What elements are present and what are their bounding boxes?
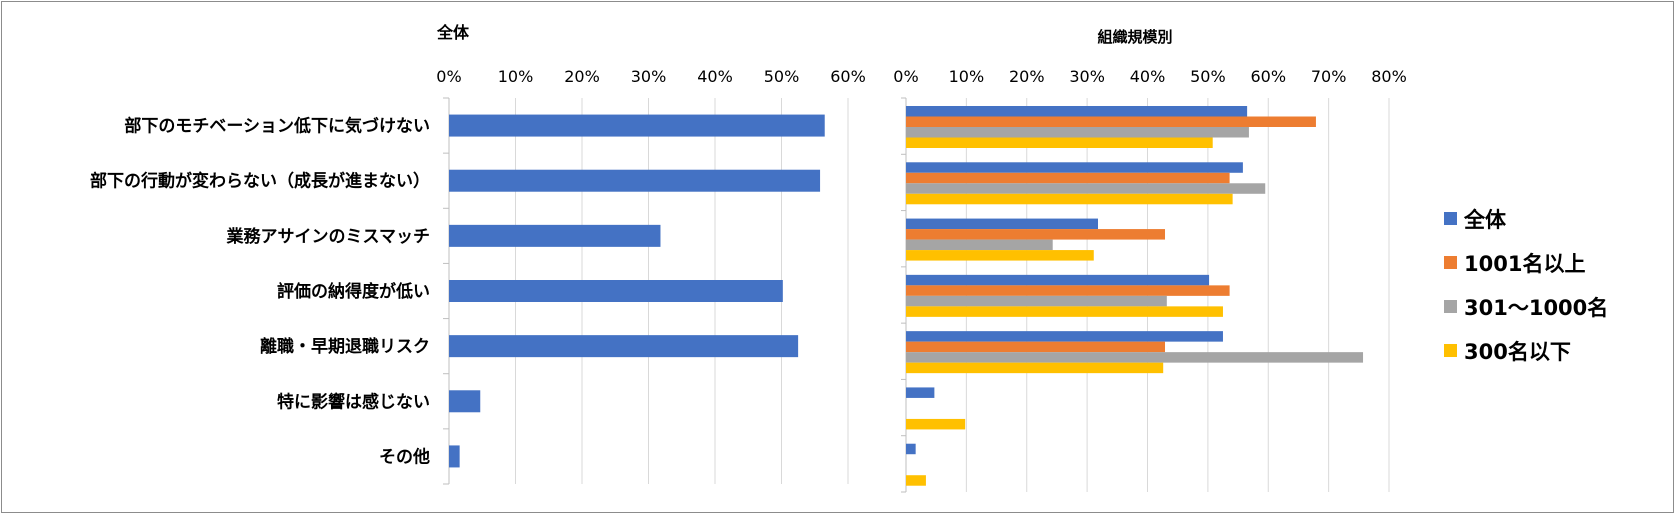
bar-small	[906, 250, 1094, 261]
overall-chart-title: 全体	[436, 23, 470, 42]
x-tick-label: 80%	[1371, 67, 1407, 86]
legend-swatch	[1444, 300, 1457, 313]
category-label: 離職・早期退職リスク	[260, 336, 430, 357]
bar-medium	[906, 183, 1266, 194]
bar-overall	[449, 335, 799, 358]
by-size-x-tick-labels: 0% 10% 20% 30% 40% 50% 60% 70% 80%	[893, 67, 1406, 86]
by-size-chart: 組織規模別 0% 10% 20% 30% 40% 50% 60% 70% 80% 全体 1001名…	[893, 28, 1608, 493]
x-tick-label: 0%	[436, 67, 461, 86]
bar-small	[906, 362, 1164, 374]
x-tick-label: 20%	[1009, 67, 1045, 86]
x-tick-label: 60%	[830, 67, 866, 86]
bar-overall	[449, 280, 783, 302]
bar-overall	[906, 106, 1248, 117]
bar-overall	[906, 162, 1243, 173]
bar-small	[906, 193, 1233, 205]
bar-overall	[906, 443, 916, 455]
legend-label: 300名以下	[1464, 340, 1571, 364]
bar-overall	[906, 331, 1223, 342]
legend-label: 301～1000名	[1464, 296, 1608, 320]
bar-overall	[449, 169, 821, 192]
category-label: 部下のモチベーション低下に気づけない	[124, 116, 430, 137]
bar-overall	[449, 114, 825, 137]
x-tick-label: 40%	[697, 67, 733, 86]
bar-small	[906, 137, 1213, 148]
x-tick-label: 0%	[893, 67, 918, 86]
bar-small	[906, 306, 1223, 317]
category-label: 部下の行動が変わらない（成長が進まない）	[90, 171, 430, 192]
legend-label: 全体	[1463, 208, 1507, 232]
bar-medium	[906, 295, 1167, 307]
by-size-bars	[906, 106, 1364, 486]
x-tick-label: 70%	[1311, 67, 1347, 86]
legend-swatch	[1444, 212, 1457, 225]
bar-overall	[906, 274, 1210, 286]
overall-gridlines	[443, 97, 849, 485]
bar-large	[906, 341, 1166, 353]
x-tick-label: 20%	[564, 67, 600, 86]
bar-large	[906, 116, 1316, 127]
bar-overall	[906, 387, 935, 398]
bar-small	[906, 475, 926, 486]
bar-medium	[906, 352, 1364, 363]
x-tick-label: 50%	[764, 67, 800, 86]
bar-large	[906, 172, 1230, 184]
category-label: 評価の納得度が低い	[277, 281, 430, 302]
overall-chart: 全体 0% 10% 20% 30% 40% 50% 60% 部下のモチベーション低下に気づけ…	[90, 23, 866, 485]
by-size-chart-title: 組織規模別	[1097, 28, 1172, 46]
category-label: 特に影響は感じない	[277, 391, 430, 412]
overall-bars	[449, 114, 825, 468]
category-label: その他	[379, 446, 430, 467]
bar-large	[906, 229, 1166, 240]
x-tick-label: 10%	[949, 67, 985, 86]
x-tick-label: 10%	[498, 67, 534, 86]
x-tick-label: 30%	[631, 67, 667, 86]
overall-x-tick-labels: 0% 10% 20% 30% 40% 50% 60%	[436, 67, 865, 86]
bar-small	[906, 418, 966, 430]
bar-overall	[906, 218, 1098, 230]
legend-swatch	[1444, 344, 1457, 357]
bar-overall	[449, 390, 481, 413]
x-tick-label: 40%	[1130, 67, 1166, 86]
legend-label: 1001名以上	[1464, 252, 1585, 276]
bar-overall	[449, 224, 661, 247]
legend-swatch	[1444, 256, 1457, 269]
legend: 全体 1001名以上 301～1000名 300名以下	[1444, 208, 1608, 364]
bar-overall	[449, 445, 460, 468]
bar-large	[906, 285, 1230, 296]
bar-medium	[906, 127, 1249, 138]
category-label: 業務アサインのミスマッチ	[227, 226, 431, 247]
x-tick-label: 50%	[1190, 67, 1226, 86]
x-tick-label: 60%	[1250, 67, 1286, 86]
bar-medium	[906, 239, 1053, 251]
x-tick-label: 30%	[1069, 67, 1105, 86]
